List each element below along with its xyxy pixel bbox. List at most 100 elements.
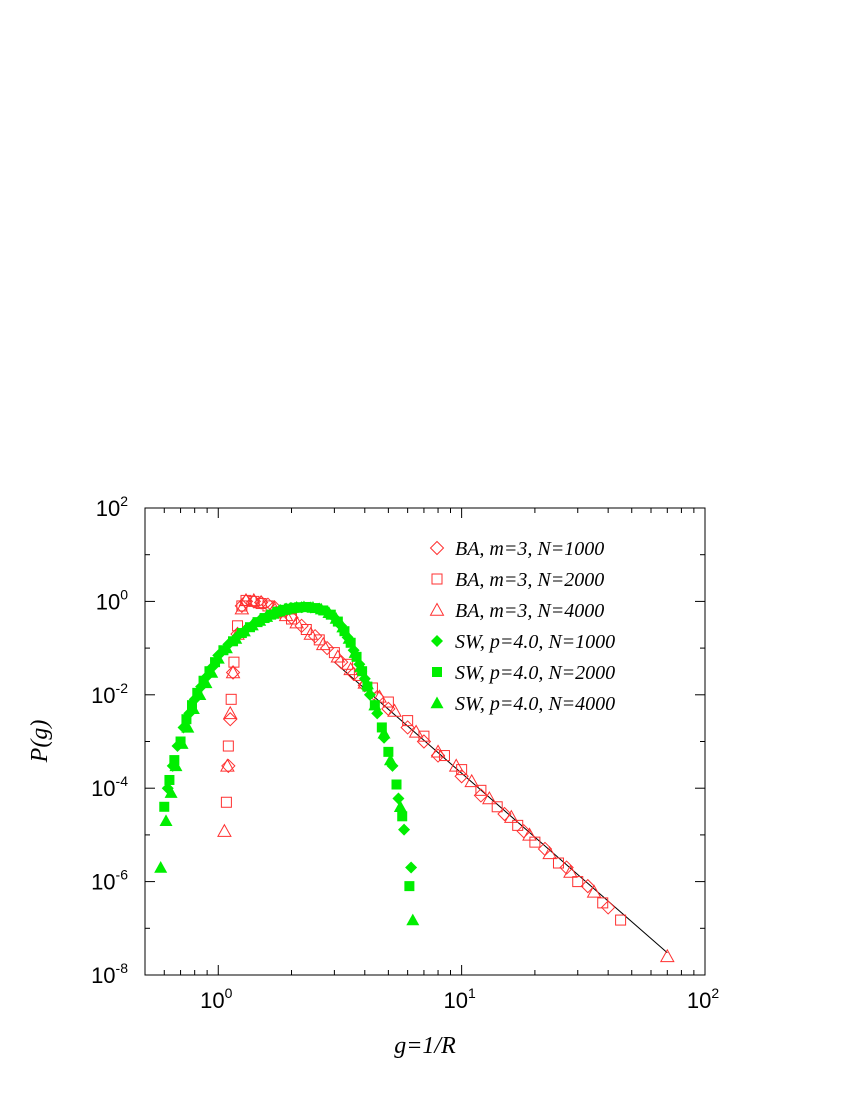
data-point	[559, 860, 574, 875]
data-point	[360, 677, 374, 690]
legend: BA, m=3, N=1000 BA, m=3, N=2000 BA, m=3, N…	[429, 538, 615, 715]
data-point	[193, 688, 207, 700]
data-point	[315, 636, 331, 651]
data-point	[303, 626, 319, 640]
data-point	[464, 773, 480, 788]
data-point	[253, 594, 269, 609]
legend-marker	[431, 573, 443, 585]
data-point	[225, 693, 237, 705]
data-point	[186, 702, 200, 715]
data-point	[307, 628, 323, 644]
data-point	[245, 618, 259, 631]
data-point	[159, 801, 170, 812]
data-point	[181, 720, 195, 733]
legend-label: BA, m=3, N=1000	[455, 538, 604, 560]
data-point	[503, 809, 519, 823]
series-4	[159, 601, 415, 892]
data-point	[438, 750, 450, 762]
data-point	[253, 613, 267, 626]
data-point	[154, 861, 168, 873]
data-point	[260, 610, 274, 622]
data-markers	[154, 592, 675, 963]
data-point	[383, 753, 397, 766]
data-point	[255, 598, 267, 610]
data-point	[248, 595, 260, 607]
data-point	[159, 814, 173, 827]
data-point	[406, 913, 420, 926]
data-point	[322, 606, 336, 619]
data-point	[329, 612, 343, 624]
data-point	[297, 600, 311, 613]
data-point	[175, 737, 189, 749]
y-tick-label: 100	[96, 586, 128, 614]
data-point	[289, 615, 305, 629]
series-2	[217, 592, 675, 963]
data-point	[512, 819, 524, 831]
data-point	[234, 601, 250, 615]
data-point	[164, 786, 178, 798]
data-point	[169, 759, 183, 772]
data-point	[181, 714, 192, 725]
data-point	[430, 744, 446, 758]
legend-marker	[431, 635, 443, 647]
data-point	[405, 861, 418, 874]
data-point	[659, 948, 675, 963]
axis-ticks	[144, 507, 706, 976]
data-point	[246, 592, 262, 607]
data-point	[343, 661, 359, 676]
data-point	[237, 624, 251, 637]
legend-label: SW, p=4.0, N=4000	[455, 693, 615, 715]
data-point	[393, 800, 407, 812]
data-point	[228, 656, 240, 668]
data-point	[416, 734, 432, 749]
data-point	[238, 592, 254, 607]
x-tick-label: 101	[443, 985, 475, 1013]
data-point	[225, 665, 241, 680]
data-point	[205, 666, 219, 678]
data-point	[223, 712, 238, 727]
data-point	[211, 651, 225, 664]
data-point	[220, 758, 235, 772]
data-point	[491, 801, 503, 813]
y-tick-label: 102	[96, 493, 128, 521]
x-tick-label: 100	[200, 985, 232, 1013]
data-point	[225, 664, 241, 679]
data-point	[300, 624, 312, 636]
data-point	[448, 758, 464, 772]
data-point	[330, 649, 346, 663]
data-point	[475, 784, 487, 796]
data-point	[217, 823, 232, 837]
legend-marker	[429, 540, 445, 556]
data-point	[229, 632, 243, 644]
data-point	[164, 774, 175, 785]
data-point	[615, 914, 627, 926]
data-point	[333, 654, 349, 670]
x-axis-title: g=1/R	[394, 1033, 456, 1059]
data-point	[600, 900, 616, 915]
data-point	[354, 660, 368, 672]
data-point	[199, 676, 213, 689]
data-point	[537, 841, 553, 857]
data-point	[221, 758, 236, 774]
data-point	[586, 884, 602, 898]
legend-marker	[429, 602, 445, 616]
data-point	[377, 726, 391, 739]
data-point	[402, 715, 414, 727]
y-tick-label: 10-6	[91, 867, 128, 895]
data-point	[383, 746, 394, 757]
data-point	[371, 707, 384, 720]
data-point	[542, 845, 558, 860]
data-point	[456, 764, 468, 776]
legend-label: SW, p=4.0, N=2000	[455, 662, 615, 684]
y-tick-label: 10-2	[91, 680, 128, 708]
data-point	[398, 823, 411, 836]
data-point	[234, 598, 250, 614]
legend-marker	[432, 667, 442, 677]
data-point	[219, 641, 233, 654]
data-point	[336, 620, 350, 633]
y-tick-labels: 10-8 10-6 10-4 10-2 100 102	[91, 493, 128, 988]
data-point	[522, 827, 537, 841]
data-point	[473, 788, 489, 803]
data-point	[314, 602, 328, 615]
